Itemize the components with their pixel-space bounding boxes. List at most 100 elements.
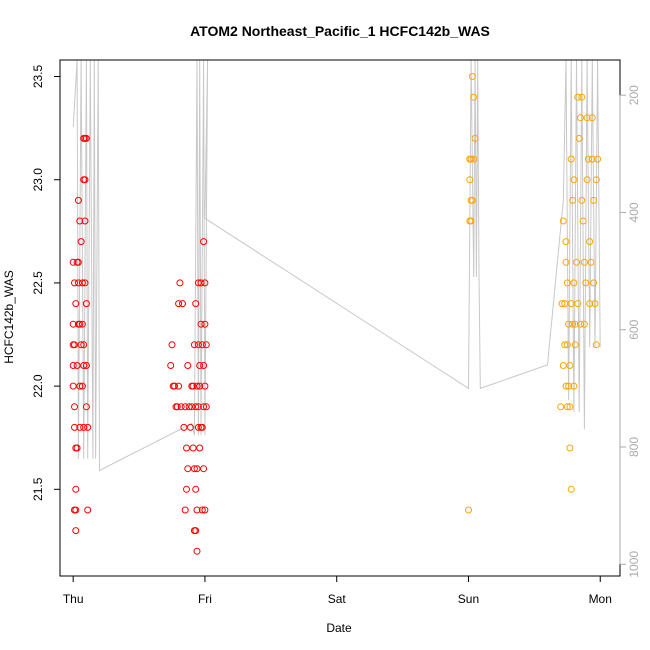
y-tick-label: 22.0 [31,374,45,398]
data-point-series-2 [571,341,579,349]
data-point-series-1 [201,279,209,287]
data-point-series-2 [467,217,475,225]
data-point-series-1 [192,300,200,308]
data-point-series-1 [183,485,190,493]
data-point-series-1 [81,176,89,184]
data-point-series-1 [81,279,89,287]
data-point-series-2 [574,300,582,308]
data-point-series-1 [198,423,206,431]
data-point-series-2 [586,300,594,308]
data-point-series-2 [565,382,573,390]
x-axis: Thu Fri Sat Sun Mon [63,575,612,606]
data-point-series-1 [196,444,204,452]
data-point-series-2 [563,341,571,349]
data-point-series-2 [580,320,588,328]
x-axis-label: Date [326,621,352,635]
data-point-series-2 [566,362,574,369]
data-point-series-2 [468,73,476,80]
x-tick-label: Mon [589,592,612,606]
data-point-series-2 [561,341,569,349]
data-point-series-1 [77,238,85,246]
data-point-series-1 [202,341,210,349]
data-point-series-1 [198,506,206,514]
data-point-series-2 [590,279,598,287]
data-point-series-2 [588,155,596,163]
data-point-series-2 [577,114,584,122]
data-point-series-2 [570,176,578,184]
right-tick-label: 200 [627,85,641,105]
data-point-series-2 [566,403,574,411]
data-point-series-2 [558,300,566,308]
data-point-series-1 [197,279,205,287]
data-point-series-2 [559,217,567,225]
data-point-series-1 [200,403,208,411]
data-point-series-1 [179,300,186,308]
plot-frame [59,59,621,577]
data-point-series-1 [198,341,206,349]
data-point-series-1 [84,423,92,431]
data-point-series-1 [189,444,197,452]
data-point-series-2 [562,382,570,390]
data-point-series-2 [567,300,575,308]
data-point-series-1 [71,506,78,514]
data-point-series-1 [69,258,77,266]
data-point-series-2 [578,93,586,101]
chart-title: ATOM2 Northeast_Pacific_1 HCFC142b_WAS [190,23,490,39]
data-point-series-2 [567,485,575,493]
data-point-series-1 [76,320,84,328]
data-point-series-1 [76,423,84,431]
data-point-series-2 [587,258,595,266]
data-point-series-2 [566,444,574,452]
data-point-series-2 [575,134,583,142]
data-point-series-2 [563,279,571,287]
data-point-series-1 [188,403,196,411]
altitude-line [72,60,601,472]
data-point-series-2 [562,258,570,266]
data-point-series-1 [171,382,179,390]
data-point-series-1 [194,423,202,431]
right-tick-label: 600 [627,319,641,339]
data-point-series-2 [577,320,584,328]
data-point-series-1 [197,320,205,328]
data-point-series-1 [82,134,90,142]
y-tick-label: 23.5 [31,65,45,89]
x-tick-label: Sun [458,592,479,606]
y-axis-left: 21.5 22.0 22.5 23.0 23.5 [31,65,61,501]
data-point-series-2 [466,155,474,163]
data-point-series-2 [465,506,472,514]
data-point-series-2 [579,217,587,225]
data-point-series-1 [74,258,82,266]
data-point-series-1 [177,403,185,411]
data-point-series-2 [563,403,571,411]
data-point-series-2 [578,196,586,204]
data-point-series-1 [175,382,183,390]
y-tick-label: 23.0 [31,168,45,192]
data-point-series-1 [194,341,202,349]
data-point-series-1 [193,506,201,514]
data-point-series-1 [175,300,183,308]
right-tick-label: 800 [627,437,641,457]
x-tick-label: Thu [63,592,84,606]
right-tick-label: 1000 [627,551,641,578]
y-tick-label: 21.5 [31,477,45,501]
data-point-series-2 [562,238,570,246]
data-point-series-2 [557,403,565,411]
data-point-series-1 [190,341,198,349]
y-axis-right: 200 400 600 800 1000 [619,85,641,578]
data-point-series-2 [468,196,476,204]
data-point-series-1 [69,320,77,328]
data-point-series-1 [184,362,192,369]
data-point-series-2 [466,176,474,184]
data-point-series-1 [200,362,208,369]
data-point-series-1 [69,362,77,369]
data-point-series-2 [470,155,478,163]
data-point-series-2 [580,258,588,266]
data-point-series-2 [573,258,580,266]
data-point-series-1 [71,341,78,349]
data-point-series-1 [82,403,90,411]
data-point-series-1 [173,403,181,411]
data-point-series-1 [202,403,210,411]
data-point-series-2 [583,114,591,122]
data-point-series-1 [193,547,201,555]
